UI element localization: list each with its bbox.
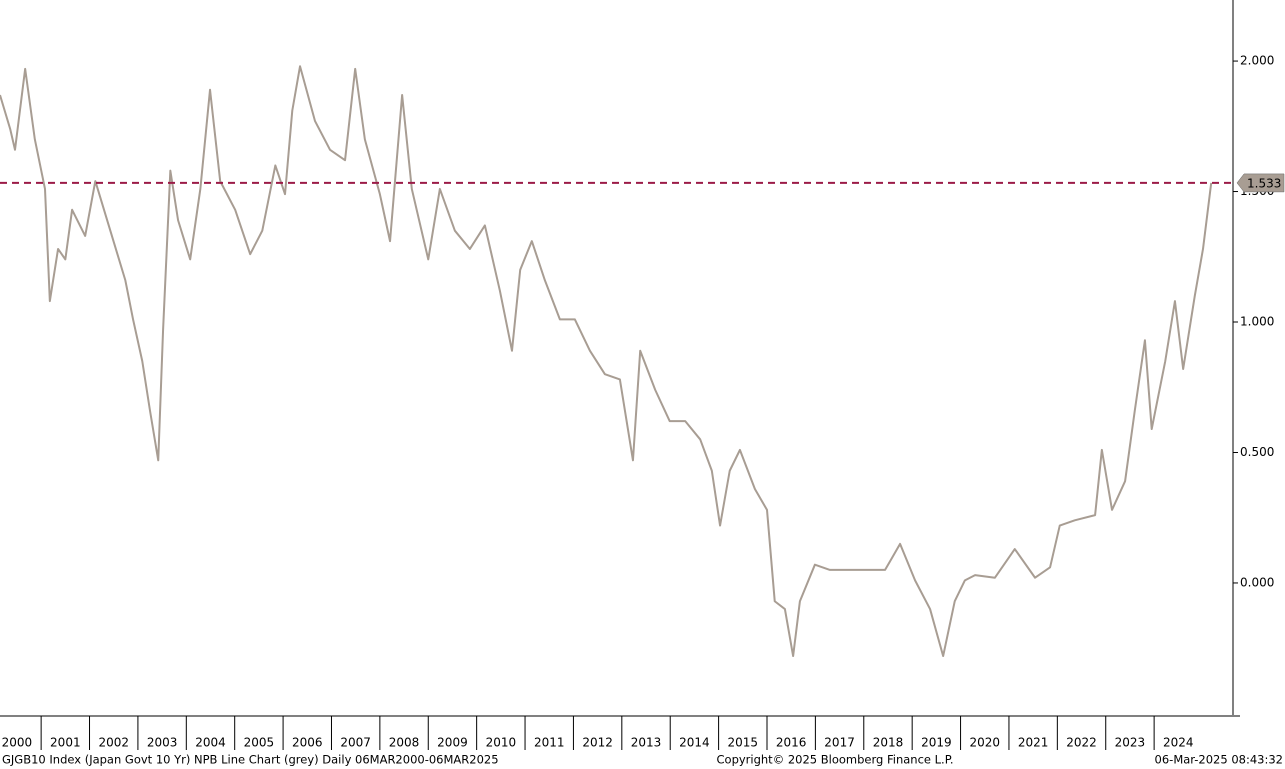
x-tick-label: 2024 (1163, 736, 1194, 750)
x-tick-label: 2017 (824, 736, 855, 750)
y-tick-label: 1.000 (1240, 315, 1274, 329)
x-tick-label: 2006 (292, 736, 323, 750)
last-value-tag (1236, 173, 1285, 193)
x-tick-label: 2011 (534, 736, 565, 750)
x-tick-label: 2016 (776, 736, 807, 750)
y-tick-label: 2.000 (1240, 54, 1274, 68)
x-tick-label: 2000 (2, 736, 33, 750)
x-tick-label: 2010 (486, 736, 517, 750)
y-tick-label: 0.500 (1240, 445, 1274, 459)
last-value-label: 1.533 (1247, 176, 1281, 190)
x-tick-label: 2013 (631, 736, 662, 750)
x-tick-label: 2022 (1066, 736, 1097, 750)
x-tick-label: 2001 (50, 736, 81, 750)
x-tick-label: 2007 (340, 736, 371, 750)
footer-right: 06-Mar-2025 08:43:32 (1155, 753, 1283, 767)
x-tick-label: 2012 (582, 736, 613, 750)
x-tick-label: 2020 (969, 736, 1000, 750)
x-tick-label: 2015 (728, 736, 759, 750)
x-tick-label: 2008 (389, 736, 420, 750)
x-tick-label: 2018 (873, 736, 904, 750)
x-tick-label: 2014 (679, 736, 710, 750)
footer-left: GJGB10 Index (Japan Govt 10 Yr) NPB Line… (2, 753, 499, 767)
x-tick-label: 2005 (244, 736, 275, 750)
x-tick-label: 2004 (195, 736, 226, 750)
x-tick-label: 2003 (147, 736, 178, 750)
x-tick-label: 2023 (1115, 736, 1146, 750)
y-tick-label: 0.000 (1240, 575, 1274, 589)
x-tick-label: 2019 (921, 736, 952, 750)
x-tick-label: 2021 (1018, 736, 1049, 750)
price-line (0, 65, 1213, 658)
x-tick-label: 2002 (98, 736, 129, 750)
footer-center: Copyright© 2025 Bloomberg Finance L.P. (717, 753, 954, 767)
x-tick-label: 2009 (437, 736, 468, 750)
